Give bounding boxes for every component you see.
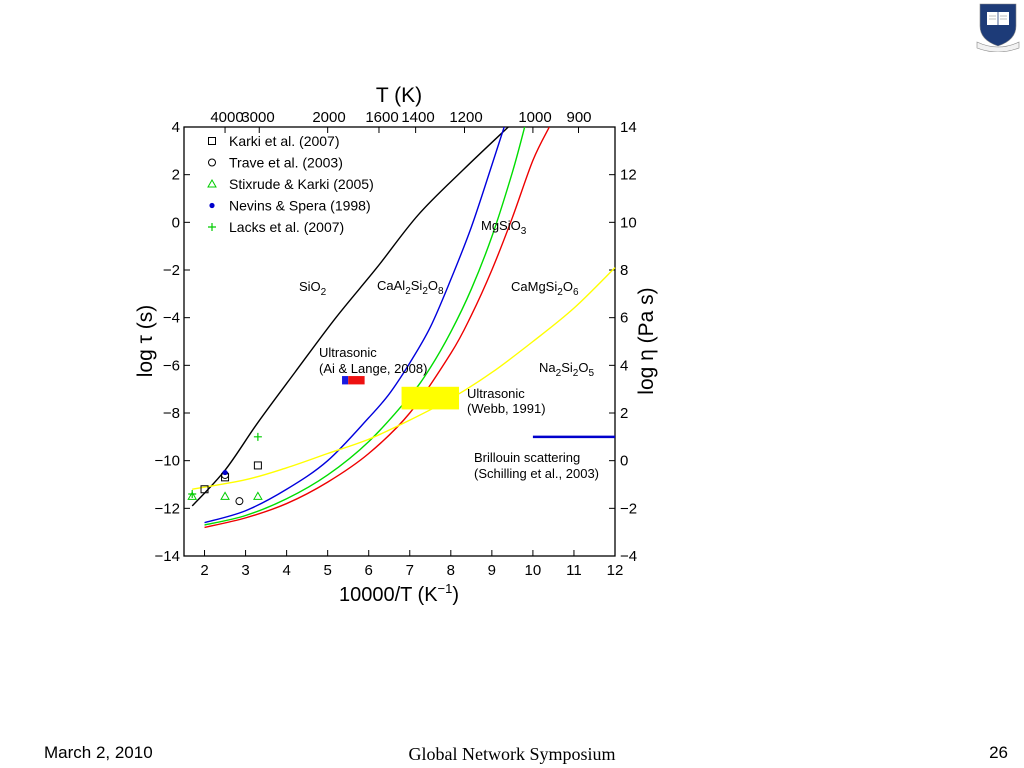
brillouin-label-1: Brillouin scattering [474, 450, 580, 465]
top-axis-title: T (K) [376, 84, 422, 107]
y-tick-label: −2 [163, 262, 180, 279]
karki-point [253, 461, 262, 470]
top-tick-label: 1600 [365, 109, 398, 126]
x-tick-label: 12 [607, 562, 624, 579]
curve-label: CaAl2Si2O8 [377, 278, 444, 297]
x-tick-label: 11 [566, 562, 582, 579]
legend-label: Trave et al. (2003) [229, 155, 343, 171]
y-right-tick-label: 14 [620, 119, 637, 136]
y-axis-title-right: log η (Pa s) [635, 287, 658, 394]
x-tick-label: 9 [488, 562, 496, 579]
karki-point [200, 485, 209, 494]
x-tick-label: 10 [525, 562, 542, 579]
top-tick-label: 1400 [401, 109, 434, 126]
y-right-tick-label: 2 [620, 405, 628, 422]
top-tick-label: 1200 [449, 109, 482, 126]
top-tick-label: 900 [566, 109, 591, 126]
series-line-sio2 [191, 126, 509, 507]
y-right-tick-label: 0 [620, 453, 628, 470]
yale-crest-logo [976, 3, 1020, 52]
y-axis-title-left: log τ (s) [134, 305, 157, 377]
top-tick-label: 4000 [210, 109, 243, 126]
legend-marker [209, 202, 215, 209]
legend-marker [208, 223, 216, 231]
viscosity-relaxation-chart: 2 3 4 5 6 7 8 9 10 11 12 4 2 0 −2 −4 −6 −8 −10 −12 −14 14 12 10… [134, 84, 658, 606]
plot-frame [183, 126, 616, 557]
x-axis-title: 10000/T (K−1) [339, 581, 459, 606]
y-right-tick-label: 8 [620, 262, 628, 279]
y-right-tick-label: −4 [620, 548, 637, 565]
y-tick-label: −14 [155, 548, 180, 565]
series-line-na2si2o5 [192, 267, 616, 490]
top-tick-label: 2000 [312, 109, 345, 126]
curve-label: MgSiO3 [481, 218, 527, 237]
x-tick-label: 8 [447, 562, 455, 579]
ultrasonic-ai-label-1: Ultrasonic [319, 345, 377, 360]
y-right-tick-label: 4 [620, 357, 628, 374]
ultrasonic-webb-label-1: Ultrasonic [467, 386, 525, 401]
top-tick-label: 3000 [241, 109, 274, 126]
curve-label: CaMgSi2O6 [511, 279, 579, 298]
y-tick-label: −4 [163, 310, 180, 327]
lacks-point [253, 432, 262, 441]
x-tick-label: 4 [282, 562, 290, 579]
y-tick-label: 2 [172, 167, 180, 184]
ultrasonic-ai-label-2: (Ai & Lange, 2008) [319, 361, 427, 376]
curve-label: SiO2 [299, 279, 327, 298]
series-line-caal2si2o8 [204, 126, 526, 526]
legend-label: Stixrude & Karki (2005) [229, 176, 374, 192]
ultrasonic-ai-bar-red [348, 376, 365, 385]
y-tick-label: 4 [172, 119, 180, 136]
top-tick-label: 1000 [518, 109, 551, 126]
series-line-mgsio3 [204, 126, 505, 524]
y-tick-label: −8 [163, 405, 180, 422]
legend-label: Nevins & Spera (1998) [229, 198, 371, 214]
legend-marker [207, 178, 217, 188]
series-line-camgsi2o6 [204, 126, 550, 529]
legend-label: Lacks et al. (2007) [229, 219, 344, 235]
x-tick-label: 5 [323, 562, 331, 579]
x-tick-label: 3 [241, 562, 249, 579]
y-tick-label: −12 [155, 500, 180, 517]
y-right-tick-label: 6 [620, 310, 628, 327]
stixrude-point [187, 491, 198, 500]
ultrasonic-ai-bar-blue [342, 376, 349, 385]
y-right-tick-label: −2 [620, 500, 637, 517]
brillouin-label-2: (Schilling et al., 2003) [474, 466, 599, 481]
y-tick-label: −10 [155, 453, 180, 470]
x-tick-label: 2 [200, 562, 208, 579]
nevins-point [222, 469, 228, 476]
y-tick-label: −6 [163, 357, 180, 374]
x-tick-label: 7 [406, 562, 414, 579]
lacks-point [188, 490, 197, 499]
legend-label: Karki et al. (2007) [229, 133, 340, 149]
footer-page-number: 26 [989, 743, 1008, 762]
y-tick-label: 0 [172, 214, 180, 231]
stixrude-point [220, 491, 230, 500]
y-right-tick-label: 10 [620, 214, 637, 231]
legend-marker [208, 137, 216, 145]
stixrude-point [253, 491, 263, 500]
ultrasonic-webb-label-2: (Webb, 1991) [467, 401, 546, 416]
x-tick-label: 6 [365, 562, 373, 579]
footer-date: March 2, 2010 [44, 743, 153, 762]
y-right-tick-label: 12 [620, 167, 637, 184]
footer-title: Global Network Symposium [408, 744, 616, 764]
legend-marker [208, 158, 216, 167]
ultrasonic-webb-box [401, 386, 460, 410]
trave-point [235, 497, 244, 506]
curve-label: Na2Si2O5 [539, 360, 594, 379]
